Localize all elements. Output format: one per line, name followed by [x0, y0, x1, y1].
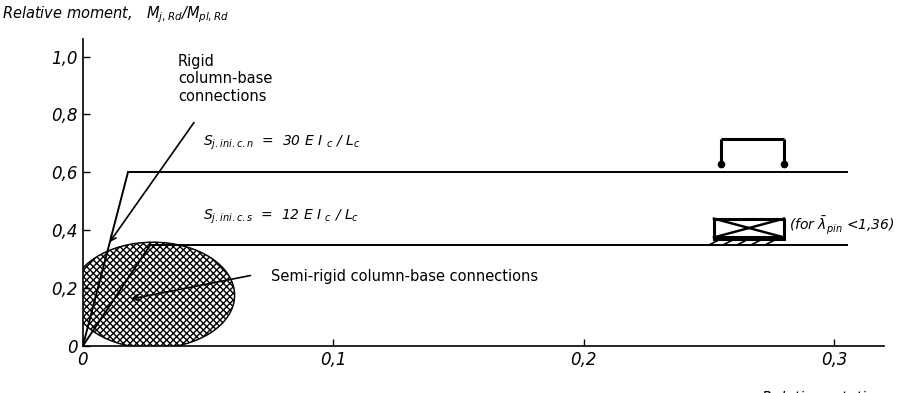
Ellipse shape — [72, 242, 234, 348]
Text: Relative moment,   $M_{j,Rd}$/$M_{pl,Rd}$: Relative moment, $M_{j,Rd}$/$M_{pl,Rd}$ — [2, 4, 228, 24]
Text: $S_{j.ini.c.s}$  =  12 $E$ $I$ $_{c}$ / $L_c$: $S_{j.ini.c.s}$ = 12 $E$ $I$ $_{c}$ / $L… — [203, 208, 359, 226]
Text: Semi-rigid column-base connections: Semi-rigid column-base connections — [271, 269, 538, 284]
Text: Relative rotation: Relative rotation — [762, 391, 884, 393]
Text: Rigid
column-base
connections: Rigid column-base connections — [178, 54, 273, 104]
Text: (for $\bar{\lambda}_{pin}$ <1,36): (for $\bar{\lambda}_{pin}$ <1,36) — [789, 215, 894, 237]
Text: $S_{j.ini.c.n}$  =  30 $E$ $I$ $_{c}$ / $L_c$: $S_{j.ini.c.n}$ = 30 $E$ $I$ $_{c}$ / $L… — [203, 134, 360, 152]
